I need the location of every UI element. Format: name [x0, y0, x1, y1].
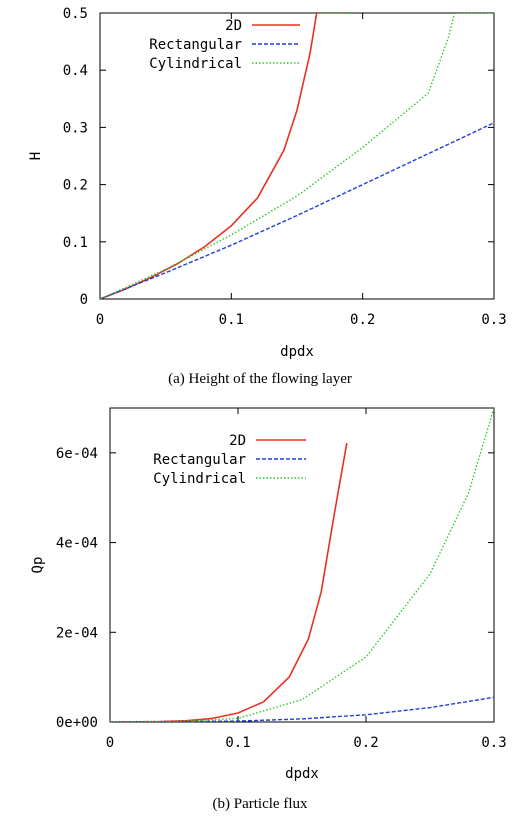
- y-tick-label: 2e-04: [56, 625, 98, 641]
- legend-label: 2D: [225, 18, 242, 34]
- x-tick-label: 0: [106, 735, 114, 751]
- x-tick-label: 0.3: [481, 312, 506, 328]
- legend-label: 2D: [229, 433, 246, 449]
- x-tick-label: 0.1: [225, 735, 250, 751]
- chart-height: 0 0.1 0.2 0.3 0 0.1 0.2 0.3 0.4 0.5 dpdx H 2D Rectang…: [28, 6, 507, 387]
- y-axis-label: Qp: [30, 557, 46, 574]
- plot-area: [110, 408, 494, 722]
- x-axis-label: dpdx: [280, 344, 314, 360]
- legend-label: Rectangular: [149, 37, 242, 53]
- x-tick-label: 0.3: [481, 735, 506, 751]
- y-tick-label: 4e-04: [56, 536, 98, 552]
- y-tick-label: 0.5: [63, 6, 88, 22]
- plot-frame: [109, 407, 495, 723]
- plot-area: [100, 13, 494, 299]
- y-tick-label: 0.2: [63, 178, 88, 194]
- y-tick-label: 6e-04: [56, 446, 98, 462]
- chart-flux: 0 0.1 0.2 0.3 0e+00 2e-04 4e-04 6e-04 dpdx Qp 2D Re…: [30, 407, 507, 812]
- x-tick-label: 0.2: [353, 735, 378, 751]
- series-line-rectangular: [110, 696, 494, 722]
- y-tick-label: 0.1: [63, 235, 88, 251]
- figure-caption: (b) Particle flux: [213, 796, 308, 812]
- series-line-2d: [100, 13, 350, 299]
- x-axis-label: dpdx: [285, 766, 319, 782]
- legend: 2D Rectangular Cylindrical: [149, 18, 300, 72]
- plot-frame: [99, 12, 495, 300]
- figure-caption: (a) Height of the flowing layer: [168, 371, 352, 387]
- legend-label: Rectangular: [153, 452, 246, 468]
- y-tick-label: 0.3: [63, 120, 88, 136]
- legend: 2D Rectangular Cylindrical: [153, 433, 306, 487]
- y-tick-label: 0: [80, 292, 88, 308]
- legend-label: Cylindrical: [149, 56, 242, 72]
- x-tick-label: 0: [96, 312, 104, 328]
- y-tick-label: 0e+00: [56, 715, 98, 731]
- x-tick-label: 0.1: [219, 312, 244, 328]
- x-tick-label: 0.2: [350, 312, 375, 328]
- series-line-cylindrical: [110, 408, 494, 722]
- legend-label: Cylindrical: [153, 471, 246, 487]
- y-axis-label: H: [28, 152, 44, 160]
- y-tick-label: 0.4: [63, 63, 88, 79]
